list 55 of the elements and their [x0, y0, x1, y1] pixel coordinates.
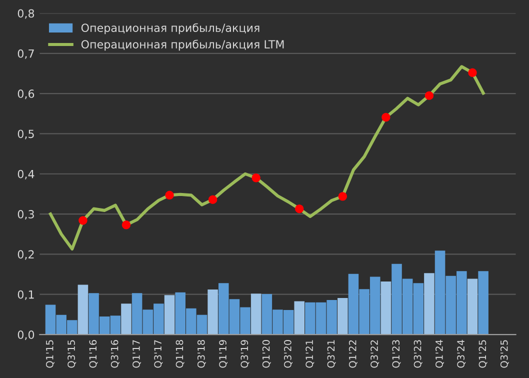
bar [338, 298, 348, 335]
x-tick-label: Q1'21 [306, 340, 314, 368]
x-tick-label: Q1'24 [436, 340, 444, 368]
x-tick-label: Q1'25 [478, 340, 488, 368]
x-tick-label: Q3'23 [414, 340, 422, 368]
y-tick-label: 0,8 [18, 9, 34, 19]
y-tick-label: 0,1 [18, 290, 34, 300]
x-tick-label: Q3'20 [284, 340, 292, 368]
bar [424, 273, 434, 335]
point [78, 216, 88, 225]
bar [78, 284, 88, 335]
bar [208, 290, 218, 335]
bar [380, 282, 392, 335]
x-tick-label: Q1'16 [89, 340, 98, 368]
bar [121, 304, 132, 335]
y-tick-label: 0,0 [18, 330, 34, 340]
bar [250, 294, 262, 335]
x-tick-label: Q3'17 [154, 340, 163, 368]
bar [467, 278, 478, 335]
y-tick-label: 0,3 [18, 210, 34, 220]
x-tick-label: Q3'24 [457, 340, 466, 368]
x-tick-label: Q3'19 [240, 340, 250, 368]
x-tick-label: Q1'19 [219, 340, 228, 368]
x-tick-label: Q3'15 [68, 340, 76, 368]
point [252, 174, 260, 182]
bar [478, 271, 488, 335]
x-tick-label: Q1'15 [46, 340, 54, 368]
point [122, 220, 131, 230]
point [208, 195, 218, 204]
x-tick-label: Q3'16 [110, 340, 120, 368]
x-tick-label: Q3'22 [370, 340, 380, 368]
legend-label: Операционная прибыль/акция [81, 23, 260, 34]
line-series [48, 65, 485, 251]
legend-label: Операционная прибыль/акция LTM [81, 40, 284, 51]
point [294, 204, 304, 214]
x-tick-label: Q1'17 [132, 340, 141, 368]
x-tick-label: Q3'18 [197, 340, 206, 368]
y-tick-label: 0,4 [18, 170, 34, 180]
y-tick-label: 0,2 [18, 250, 34, 260]
bar [164, 295, 175, 335]
point [424, 91, 434, 100]
x-tick-label: Q1'18 [176, 340, 184, 368]
y-tick-label: 0,7 [18, 49, 34, 59]
y-tick-label: 0,5 [18, 130, 34, 140]
x-tick-label: Q1'23 [392, 340, 401, 368]
x-tick-label: Q3'25 [500, 340, 509, 368]
x-tick-label: Q1'20 [262, 340, 271, 368]
point [468, 68, 477, 78]
x-tick-label: Q3'21 [327, 340, 336, 368]
point [338, 192, 348, 201]
x-tick-label: Q1'22 [348, 340, 358, 368]
point [165, 190, 174, 200]
bar [294, 301, 305, 335]
point [382, 112, 390, 122]
y-tick-label: 0,6 [18, 90, 34, 100]
